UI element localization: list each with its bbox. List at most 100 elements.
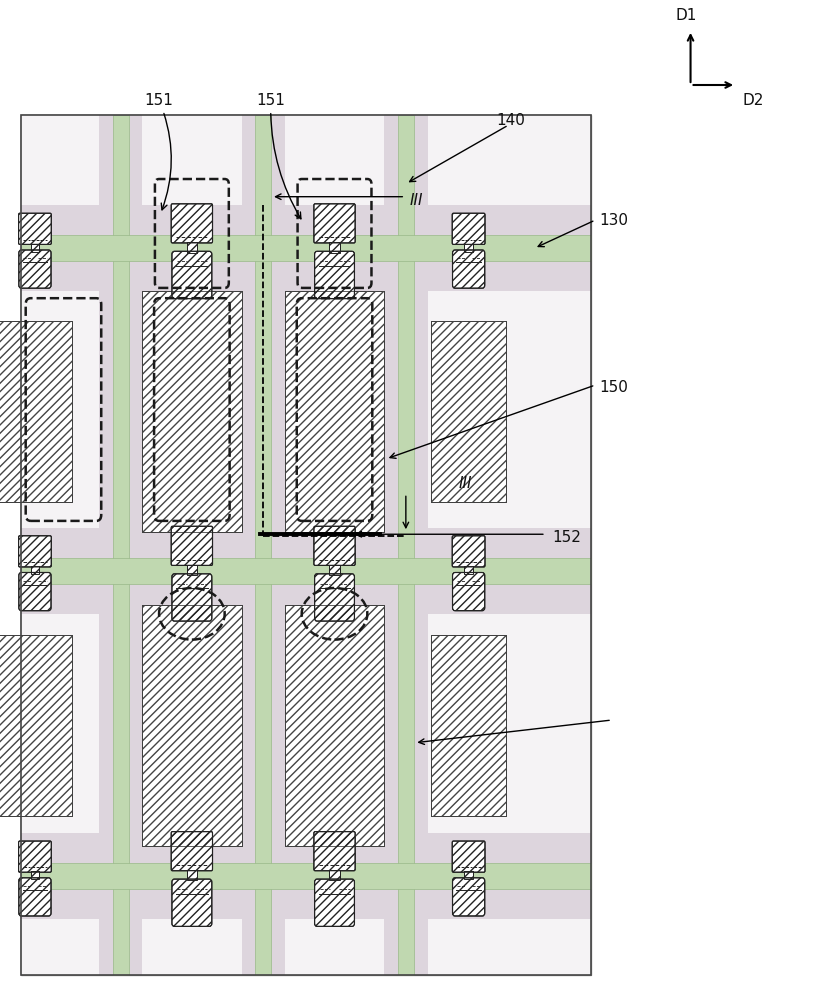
Bar xyxy=(21,115,591,975)
Bar xyxy=(142,291,241,532)
Bar xyxy=(142,919,241,975)
Bar xyxy=(21,833,591,919)
FancyBboxPatch shape xyxy=(19,250,51,288)
Bar xyxy=(21,115,99,205)
Bar xyxy=(431,321,506,502)
Bar xyxy=(284,291,385,532)
FancyBboxPatch shape xyxy=(18,536,51,567)
Bar xyxy=(187,870,197,880)
Bar xyxy=(21,863,591,889)
Bar xyxy=(21,558,591,584)
FancyBboxPatch shape xyxy=(314,204,355,243)
Bar xyxy=(385,115,428,975)
FancyBboxPatch shape xyxy=(171,832,213,871)
Bar xyxy=(428,614,591,833)
Bar xyxy=(398,115,414,975)
Bar xyxy=(284,605,385,846)
Bar xyxy=(0,635,73,816)
Bar xyxy=(428,919,591,975)
Bar xyxy=(142,291,241,532)
Bar xyxy=(21,614,99,833)
FancyBboxPatch shape xyxy=(452,572,485,611)
Bar xyxy=(21,919,99,975)
Text: 150: 150 xyxy=(600,380,629,395)
Bar xyxy=(142,605,241,846)
Bar xyxy=(142,115,241,205)
Bar xyxy=(142,614,241,833)
Bar xyxy=(21,115,591,975)
Bar xyxy=(431,635,506,816)
Bar xyxy=(284,115,385,205)
Bar xyxy=(329,870,340,880)
Bar xyxy=(431,635,506,816)
FancyBboxPatch shape xyxy=(172,879,212,926)
Text: 151: 151 xyxy=(145,93,174,210)
Bar xyxy=(31,871,39,879)
Bar xyxy=(284,919,385,975)
FancyBboxPatch shape xyxy=(314,879,355,926)
FancyBboxPatch shape xyxy=(18,841,51,872)
Bar xyxy=(187,565,197,575)
FancyBboxPatch shape xyxy=(452,841,485,872)
FancyBboxPatch shape xyxy=(314,251,355,299)
Text: III: III xyxy=(459,476,472,491)
Bar xyxy=(465,244,473,252)
FancyBboxPatch shape xyxy=(18,213,51,244)
Bar xyxy=(329,242,340,253)
Bar xyxy=(21,205,591,291)
Bar xyxy=(284,291,385,532)
Text: 152: 152 xyxy=(552,530,581,545)
Bar xyxy=(31,244,39,252)
Bar xyxy=(465,871,473,879)
Bar xyxy=(256,115,271,975)
FancyBboxPatch shape xyxy=(172,251,212,299)
FancyBboxPatch shape xyxy=(452,878,485,916)
Text: 130: 130 xyxy=(600,213,629,228)
FancyBboxPatch shape xyxy=(314,574,355,621)
Text: D1: D1 xyxy=(676,8,697,23)
Bar xyxy=(31,566,39,574)
Bar xyxy=(465,566,473,574)
Bar xyxy=(428,115,591,205)
Bar xyxy=(21,235,591,261)
FancyBboxPatch shape xyxy=(314,526,355,565)
Bar xyxy=(0,321,73,502)
Text: 151: 151 xyxy=(256,93,301,219)
Text: D2: D2 xyxy=(743,93,764,108)
Text: III: III xyxy=(409,193,423,208)
FancyBboxPatch shape xyxy=(314,832,355,871)
Bar xyxy=(0,635,73,816)
Bar xyxy=(284,291,385,528)
Bar xyxy=(329,242,340,253)
Bar xyxy=(112,115,128,975)
FancyBboxPatch shape xyxy=(171,526,213,565)
Bar xyxy=(31,244,39,252)
Bar xyxy=(329,565,340,575)
Bar xyxy=(142,605,241,846)
Bar xyxy=(21,528,591,614)
Bar xyxy=(465,244,473,252)
FancyBboxPatch shape xyxy=(452,213,485,244)
Bar xyxy=(21,291,99,528)
Bar xyxy=(284,605,385,846)
FancyBboxPatch shape xyxy=(171,204,213,243)
FancyBboxPatch shape xyxy=(452,536,485,567)
Bar xyxy=(187,242,197,253)
Bar xyxy=(99,115,142,975)
Bar xyxy=(142,291,241,528)
Bar xyxy=(187,565,197,575)
FancyBboxPatch shape xyxy=(19,572,51,611)
Bar xyxy=(431,321,506,502)
Bar xyxy=(0,321,73,502)
Bar xyxy=(31,871,39,879)
FancyBboxPatch shape xyxy=(19,878,51,916)
Bar xyxy=(465,871,473,879)
Bar xyxy=(428,291,591,528)
Bar xyxy=(465,566,473,574)
Bar xyxy=(284,614,385,833)
Bar xyxy=(187,870,197,880)
Bar xyxy=(31,566,39,574)
Bar xyxy=(241,115,284,975)
Bar xyxy=(187,242,197,253)
Text: 140: 140 xyxy=(496,113,525,128)
